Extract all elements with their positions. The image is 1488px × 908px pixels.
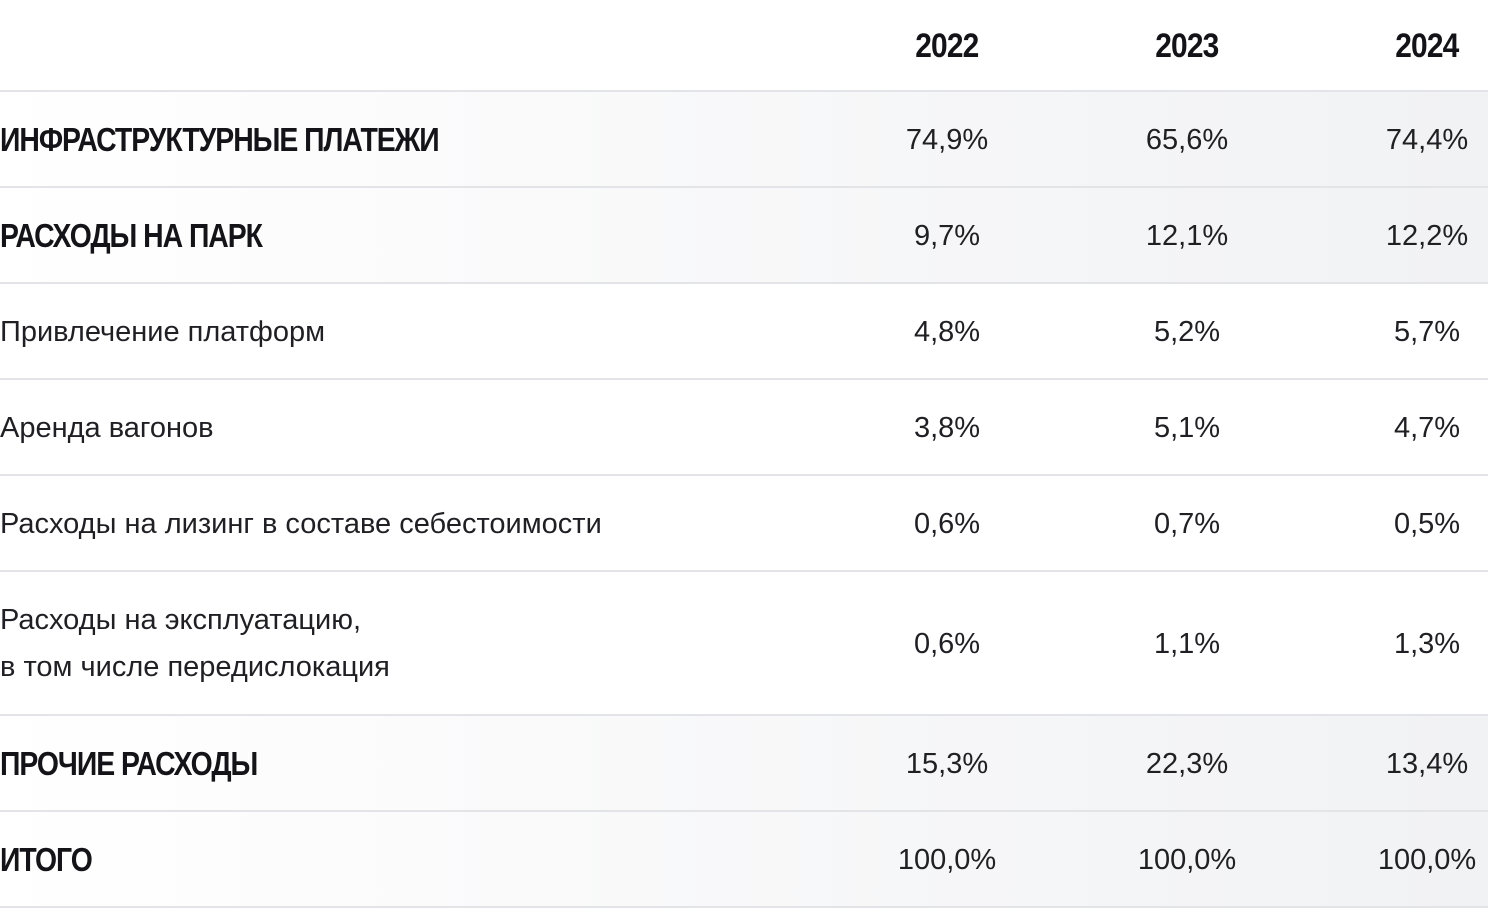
table-cell-2022: 3,8%	[913, 411, 981, 444]
table-row-leasing: Расходы на лизинг в составе себестоимост…	[0, 476, 1488, 572]
table-row-platforms: Привлечение платформ 4,8% 5,2% 5,7%	[0, 284, 1488, 380]
row-divider	[0, 474, 1488, 476]
table-header-row: 2022 2023 2024	[0, 0, 1488, 92]
row-label: ИНФРАСТРУКТУРНЫЕ ПЛАТЕЖИ	[0, 121, 440, 158]
table-cell-2022: 15,3%	[905, 747, 989, 780]
row-divider	[0, 810, 1488, 812]
table-cell-2023: 1,1%	[1153, 627, 1221, 660]
column-header-2022: 2022	[915, 26, 979, 65]
row-label: Расходы на лизинг в составе себестоимост…	[0, 507, 602, 540]
row-label-line: Расходы на эксплуатацию,	[0, 604, 361, 636]
table-cell-2024: 1,3%	[1393, 627, 1461, 660]
table-cell-2022: 74,9%	[905, 123, 989, 156]
table-row-wagon-rental: Аренда вагонов 3,8% 5,1% 4,7%	[0, 380, 1488, 476]
row-divider	[0, 570, 1488, 572]
table-cell-2022: 0,6%	[913, 627, 981, 660]
table-cell-2024: 0,5%	[1393, 507, 1461, 540]
row-label: Привлечение платформ	[0, 315, 326, 348]
row-label: РАСХОДЫ НА ПАРК	[0, 217, 263, 254]
table-cell-2022: 100,0%	[897, 843, 997, 876]
row-label: Аренда вагонов	[0, 411, 214, 444]
table-cell-2024: 13,4%	[1385, 747, 1469, 780]
row-label: ИТОГО	[0, 841, 93, 878]
table-cell-2023: 5,2%	[1153, 315, 1221, 348]
table-cell-2024: 4,7%	[1393, 411, 1461, 444]
table-row-fleet: РАСХОДЫ НА ПАРК 9,7% 12,1% 12,2%	[0, 188, 1488, 284]
row-label-line: в том числе передислокация	[0, 651, 390, 683]
row-divider	[0, 378, 1488, 380]
table-cell-2022: 9,7%	[913, 219, 981, 252]
table-cell-2024: 74,4%	[1385, 123, 1469, 156]
table-row-infrastructure: ИНФРАСТРУКТУРНЫЕ ПЛАТЕЖИ 74,9% 65,6% 74,…	[0, 92, 1488, 188]
row-divider	[0, 90, 1488, 92]
table-cell-2023: 22,3%	[1145, 747, 1229, 780]
table-cell-2023: 12,1%	[1145, 219, 1229, 252]
table-cell-2022: 4,8%	[913, 315, 981, 348]
column-header-2023: 2023	[1155, 26, 1219, 65]
table-row-other: ПРОЧИЕ РАСХОДЫ 15,3% 22,3% 13,4%	[0, 716, 1488, 812]
row-divider	[0, 906, 1488, 908]
table-cell-2023: 65,6%	[1145, 123, 1229, 156]
row-divider	[0, 714, 1488, 716]
table-row-operation: Расходы на эксплуатацию, в том числе пер…	[0, 572, 1488, 716]
table-cell-2024: 100,0%	[1377, 843, 1477, 876]
table-cell-2023: 100,0%	[1137, 843, 1237, 876]
table-cell-2022: 0,6%	[913, 507, 981, 540]
row-label: Расходы на эксплуатацию, в том числе пер…	[0, 572, 390, 716]
table-row-total: ИТОГО 100,0% 100,0% 100,0%	[0, 812, 1488, 908]
row-label: ПРОЧИЕ РАСХОДЫ	[0, 745, 258, 782]
table-cell-2023: 5,1%	[1153, 411, 1221, 444]
table-cell-2023: 0,7%	[1153, 507, 1221, 540]
row-divider	[0, 186, 1488, 188]
table-cell-2024: 5,7%	[1393, 315, 1461, 348]
table-cell-2024: 12,2%	[1385, 219, 1469, 252]
column-header-2024: 2024	[1395, 26, 1459, 65]
row-divider	[0, 282, 1488, 284]
